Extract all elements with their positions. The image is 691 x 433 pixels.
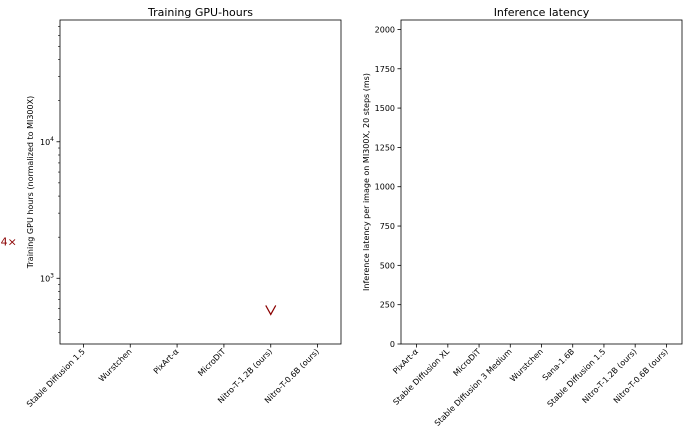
x-tick-label: Stable Diffusion 1.5: [25, 347, 87, 409]
y-tick-label: 0: [390, 340, 395, 349]
annotation-arrowhead: [265, 305, 277, 316]
annotation-label: 14.4×: [0, 236, 17, 249]
chart-title: Training GPU-hours: [147, 6, 253, 19]
y-tick-label: 1250: [375, 143, 395, 152]
y-tick-label: 104: [40, 136, 54, 147]
y-tick-label: 750: [380, 222, 395, 231]
x-tick-label: Wurstchen: [508, 347, 545, 384]
y-tick-label: 103: [40, 272, 54, 283]
y-tick-label: 250: [380, 301, 395, 310]
x-tick-label: Stable Diffusion XL: [391, 347, 451, 407]
y-axis-label: Inference latency per image on MI300X, 2…: [362, 73, 371, 291]
y-tick-exponent: 4: [50, 136, 54, 143]
y-tick-label: 2000: [375, 25, 395, 34]
y-tick-base: 10: [40, 138, 50, 147]
y-tick-exponent: 3: [50, 272, 54, 279]
x-tick-label: Stable Diffusion 1.5: [546, 347, 608, 409]
y-tick-label: 1000: [375, 183, 395, 192]
x-tick-label: PixArt-α: [152, 347, 181, 376]
x-tick-label: Wurstchen: [97, 347, 134, 384]
plot-frame: [59, 19, 342, 345]
x-tick-label: PixArt-α: [391, 347, 420, 376]
plot-frame: [400, 19, 683, 345]
y-tick-label: 1500: [375, 104, 395, 113]
x-tick-label: Nitro-T-0.6B (ours): [612, 347, 670, 405]
x-tick-label: MicroDiT: [196, 347, 227, 378]
x-tick-label: Nitro-T-1.2B (ours): [581, 347, 639, 405]
chart-panel-1: Stable Diffusion 1.5 Wurstchen PixArt-α Mic…: [0, 6, 342, 409]
y-tick-label: 1750: [375, 65, 395, 74]
y-tick-label: 500: [380, 261, 395, 270]
y-axis-label: Training GPU hours (normalized to MI300X…: [26, 96, 35, 269]
x-tick-label: MicroDiT: [451, 347, 482, 378]
chart-title: Inference latency: [494, 6, 590, 19]
y-tick-base: 10: [40, 274, 50, 283]
